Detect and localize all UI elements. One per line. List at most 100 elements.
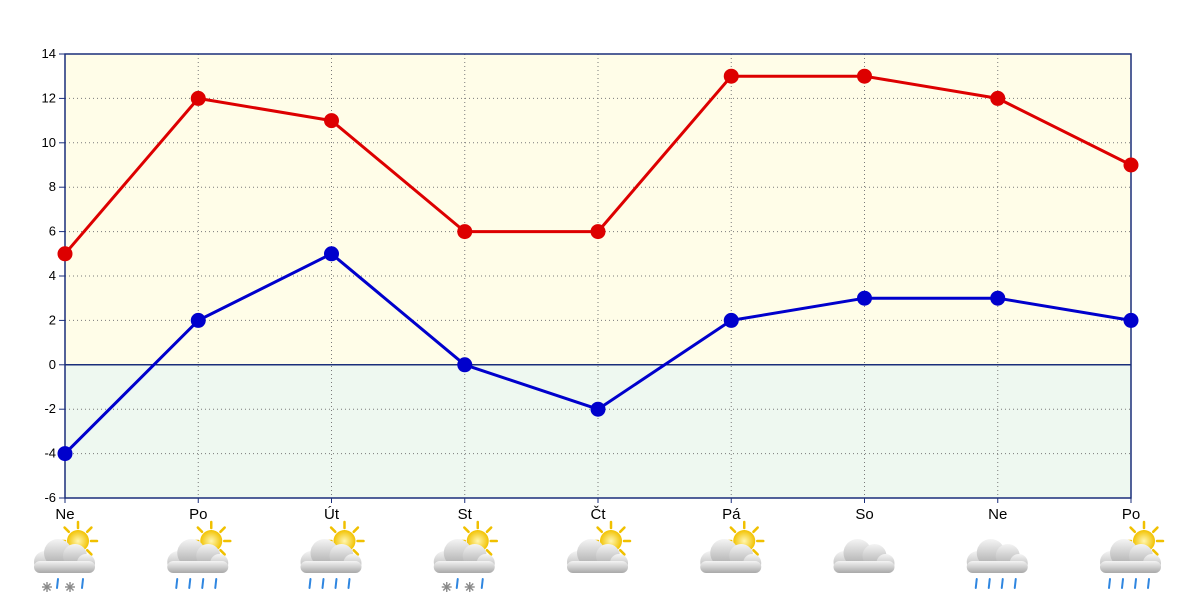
- rain-drop: [56, 578, 59, 589]
- snowflake-arm: [65, 582, 75, 592]
- data-point: [57, 246, 73, 262]
- y-tick-label: -4: [44, 446, 56, 461]
- sun-ray: [485, 548, 493, 556]
- sun-ray: [85, 548, 93, 556]
- data-point: [1123, 157, 1139, 173]
- snowflake: [441, 582, 452, 592]
- sun-ray: [752, 526, 759, 534]
- rain-drop: [1121, 578, 1124, 589]
- data-point: [723, 312, 739, 328]
- snowflake: [42, 582, 52, 592]
- data-point: [457, 357, 473, 373]
- cloud-base: [966, 561, 1028, 573]
- sun-ray: [596, 526, 604, 534]
- y-tick-label: 6: [49, 224, 56, 239]
- cloud-base: [34, 561, 95, 573]
- x-tick-label: Ne: [988, 506, 1007, 523]
- rain-drop: [455, 578, 459, 589]
- rain-drop: [1108, 578, 1111, 589]
- data-point: [723, 68, 739, 84]
- y-axis-ticks: -6 -4 -2 0 2 4 6 8 10 12 14: [42, 46, 65, 505]
- weather-icon-sun-cloud-rain: [167, 520, 232, 589]
- rain-drop: [201, 578, 205, 589]
- cloud-base: [167, 561, 229, 573]
- data-point: [857, 68, 872, 84]
- sun-ray: [1129, 526, 1137, 534]
- cloud-base: [567, 561, 628, 573]
- rain-drop: [175, 578, 179, 589]
- snowflake: [464, 582, 475, 592]
- rain-drop: [308, 578, 312, 589]
- rain-drop: [334, 578, 338, 589]
- rain-drop: [1013, 578, 1017, 589]
- weather-icon-cloud-rain: [966, 539, 1028, 589]
- cloud-icon: [1100, 539, 1161, 573]
- cloud-base: [1100, 561, 1161, 573]
- weather-icon-sun-cloud: [700, 520, 765, 573]
- data-point: [190, 90, 206, 106]
- weather-icon-sun-cloud-rain: [300, 520, 365, 589]
- snowflake: [65, 582, 75, 592]
- rain-drop: [321, 578, 325, 589]
- x-tick-label: Út: [324, 506, 340, 523]
- cloud-icon: [700, 539, 762, 573]
- sun-ray: [1151, 526, 1159, 534]
- sun-ray: [618, 526, 626, 534]
- data-point: [857, 290, 872, 306]
- y-tick-label: 4: [49, 268, 56, 283]
- data-point: [590, 401, 606, 417]
- cloud-icon: [167, 539, 229, 573]
- sun-ray: [63, 526, 71, 534]
- weather-icon-cloud: [833, 539, 895, 573]
- sun-ray: [752, 548, 759, 556]
- x-tick-label: Ne: [55, 506, 74, 523]
- sun-ray: [196, 526, 204, 534]
- y-tick-label: 14: [42, 46, 56, 61]
- sun-ray: [618, 548, 626, 556]
- sun-ray: [463, 526, 470, 534]
- sun-ray: [352, 548, 360, 556]
- plot-background: [65, 54, 1131, 498]
- cloud-icon: [300, 539, 362, 573]
- rain-drop: [987, 578, 991, 589]
- cloud-icon: [966, 539, 1028, 573]
- y-tick-label: 10: [42, 135, 56, 150]
- data-point: [457, 224, 473, 240]
- series-lines: [57, 68, 1139, 462]
- sun-ray: [352, 526, 360, 534]
- weather-icon-sun-cloud: [567, 520, 632, 573]
- snowflake-arm: [465, 582, 474, 592]
- data-point: [990, 290, 1006, 306]
- y-tick-label: 12: [42, 90, 56, 105]
- y-tick-label: 0: [49, 357, 56, 372]
- data-point: [1123, 312, 1139, 328]
- x-tick-label: Čt: [591, 506, 607, 523]
- sun-ray: [85, 526, 93, 534]
- rain-drop: [1000, 578, 1004, 589]
- y-tick-label: -6: [44, 490, 56, 505]
- cloud-base: [300, 561, 362, 573]
- rain-drop: [974, 578, 978, 589]
- x-tick-label: So: [855, 506, 873, 523]
- x-tick-label: Po: [1122, 506, 1140, 523]
- cloud-base: [833, 561, 895, 573]
- weather-icon-sun-cloud-snow-rain: [34, 520, 99, 592]
- cloud-icon: [34, 539, 95, 573]
- rain-drop: [1134, 578, 1137, 589]
- rain-drop: [480, 578, 484, 589]
- x-tick-label: Pá: [722, 506, 741, 523]
- data-point: [324, 246, 339, 262]
- data-point: [190, 312, 206, 328]
- data-point: [990, 90, 1006, 106]
- weather-icons: [34, 520, 1165, 592]
- y-tick-label: 8: [49, 179, 56, 194]
- sun-ray: [1151, 548, 1159, 556]
- y-tick-label: -2: [44, 401, 56, 416]
- data-point: [324, 113, 339, 129]
- snowflake-arm: [42, 582, 52, 592]
- sun-ray: [485, 526, 493, 534]
- x-axis-day-labels: Ne Po Út St Čt Pá So Ne Po: [55, 498, 1140, 523]
- data-point: [590, 224, 606, 240]
- cloud-base: [433, 561, 495, 573]
